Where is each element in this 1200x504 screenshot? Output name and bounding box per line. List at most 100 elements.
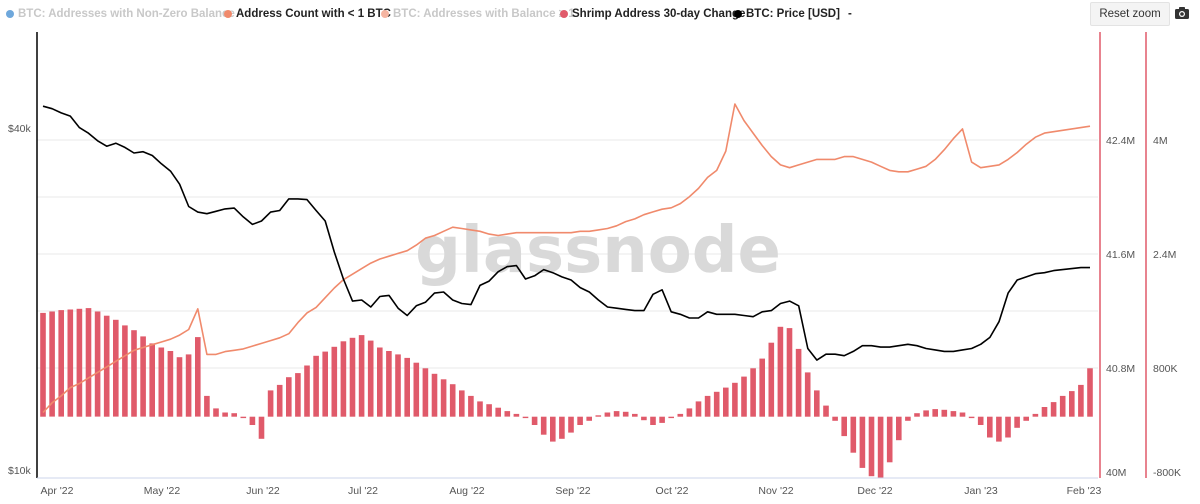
change-bar <box>1032 413 1039 417</box>
price-tick-label: $10k <box>8 465 32 477</box>
change-bar <box>404 357 410 417</box>
line-series <box>42 103 1091 414</box>
change-bar <box>158 347 165 417</box>
legend-item-dash[interactable]: - <box>848 8 852 20</box>
legend-label: Address Count with < 1 BTC <box>236 8 391 20</box>
count-tick-label: 40.8M <box>1106 363 1135 375</box>
change-bar <box>276 384 283 417</box>
change-bar <box>977 416 984 425</box>
legend-dot <box>734 10 742 18</box>
change-bar <box>76 308 83 417</box>
change-bar <box>122 325 128 417</box>
change-bar <box>295 373 301 417</box>
legend-item-btc-price[interactable]: BTC: Price [USD] <box>734 8 840 20</box>
change-bar <box>859 416 866 468</box>
change-bar <box>85 308 92 417</box>
change-bar <box>459 390 465 417</box>
change-bar <box>58 310 64 417</box>
change-bar <box>286 377 292 417</box>
watermark: glassnode <box>415 214 781 288</box>
legend-item-shrimp-change[interactable]: Shrimp Address 30-day Change <box>560 8 745 20</box>
change-bar <box>650 416 656 425</box>
change-bar <box>468 395 474 417</box>
btc-price-line <box>42 105 1090 361</box>
count-tick-label: 40M <box>1106 467 1126 479</box>
change-tick-label: 4M <box>1153 135 1168 147</box>
change-bar <box>896 416 902 441</box>
change-bar <box>905 416 911 421</box>
legend-item-non-zero-balance[interactable]: BTC: Addresses with Non-Zero Balance <box>6 8 235 20</box>
change-bar <box>149 343 155 417</box>
axes <box>36 32 1147 479</box>
change-bar <box>422 368 429 417</box>
change-bar <box>413 362 420 417</box>
change-bar <box>358 335 365 417</box>
change-bar <box>795 348 802 417</box>
change-bar <box>322 351 328 417</box>
change-bar <box>440 379 447 417</box>
change-bar <box>659 416 665 423</box>
change-bars <box>40 308 1093 478</box>
change-bar <box>167 351 174 417</box>
change-bar <box>131 330 137 417</box>
change-bar <box>258 416 265 439</box>
camera-icon[interactable] <box>1174 5 1190 21</box>
change-bar <box>786 328 793 417</box>
x-tick-label: Apr '22 <box>41 485 74 497</box>
change-bar <box>1050 402 1057 417</box>
legend-label: BTC: Addresses with Balance ≥ 1 <box>393 8 575 20</box>
change-bar <box>522 416 529 419</box>
legend-item-balance-gte-1[interactable]: BTC: Addresses with Balance ≥ 1 <box>381 8 575 20</box>
change-bar <box>49 311 55 417</box>
change-bar <box>176 357 183 417</box>
change-bar <box>823 405 829 417</box>
change-bar <box>577 416 583 425</box>
change-bar <box>431 373 438 417</box>
change-bar <box>595 415 602 417</box>
change-bar <box>204 395 210 417</box>
x-tick-label: Dec '22 <box>857 485 892 497</box>
change-bar <box>768 342 775 417</box>
x-tick-label: Sep '22 <box>555 485 590 497</box>
change-bar <box>586 416 592 421</box>
change-bar <box>695 401 702 417</box>
change-bar <box>559 416 565 439</box>
change-bar <box>914 413 920 417</box>
change-bar <box>240 416 247 419</box>
change-bar <box>759 358 765 417</box>
change-bar <box>486 404 492 417</box>
legend-item-address-count-lt-1[interactable]: Address Count with < 1 BTC <box>224 8 391 20</box>
legend-dot <box>224 10 232 18</box>
change-bar <box>477 401 483 417</box>
change-bar <box>704 395 711 417</box>
change-bar <box>1087 368 1093 417</box>
change-bar <box>267 390 274 417</box>
reset-zoom-button[interactable]: Reset zoom <box>1090 2 1170 26</box>
change-bar <box>349 337 356 417</box>
change-bar <box>495 407 501 417</box>
x-tick-label: Jul '22 <box>348 485 378 497</box>
change-bar <box>395 354 401 417</box>
address-count-line <box>42 103 1091 414</box>
change-bar <box>613 411 620 417</box>
change-bar <box>40 312 46 417</box>
change-bar <box>1059 395 1066 417</box>
tick-labels: $40k $10k 42.4M 41.6M 40.8M 40M 4M 2.4M 800K -800… <box>8 123 1181 497</box>
x-tick-label: Jan '23 <box>964 485 998 497</box>
chart-legend: BTC: Addresses with Non-Zero Balance Add… <box>0 0 1200 30</box>
change-tick-label: 2.4M <box>1153 249 1176 261</box>
change-bar <box>513 413 520 417</box>
legend-label: - <box>848 8 852 20</box>
x-tick-label: Feb '23 <box>1067 485 1102 497</box>
change-bar <box>959 412 966 417</box>
change-bar <box>340 341 347 417</box>
change-bar <box>886 416 893 463</box>
change-bar <box>804 372 811 417</box>
change-bar <box>504 411 511 417</box>
change-bar <box>632 413 638 417</box>
change-bar <box>113 319 119 417</box>
legend-label: Shrimp Address 30-day Change <box>572 8 746 20</box>
legend-label: BTC: Addresses with Non-Zero Balance <box>18 8 235 20</box>
change-bar <box>313 355 319 417</box>
x-tick-label: Aug '22 <box>449 485 484 497</box>
